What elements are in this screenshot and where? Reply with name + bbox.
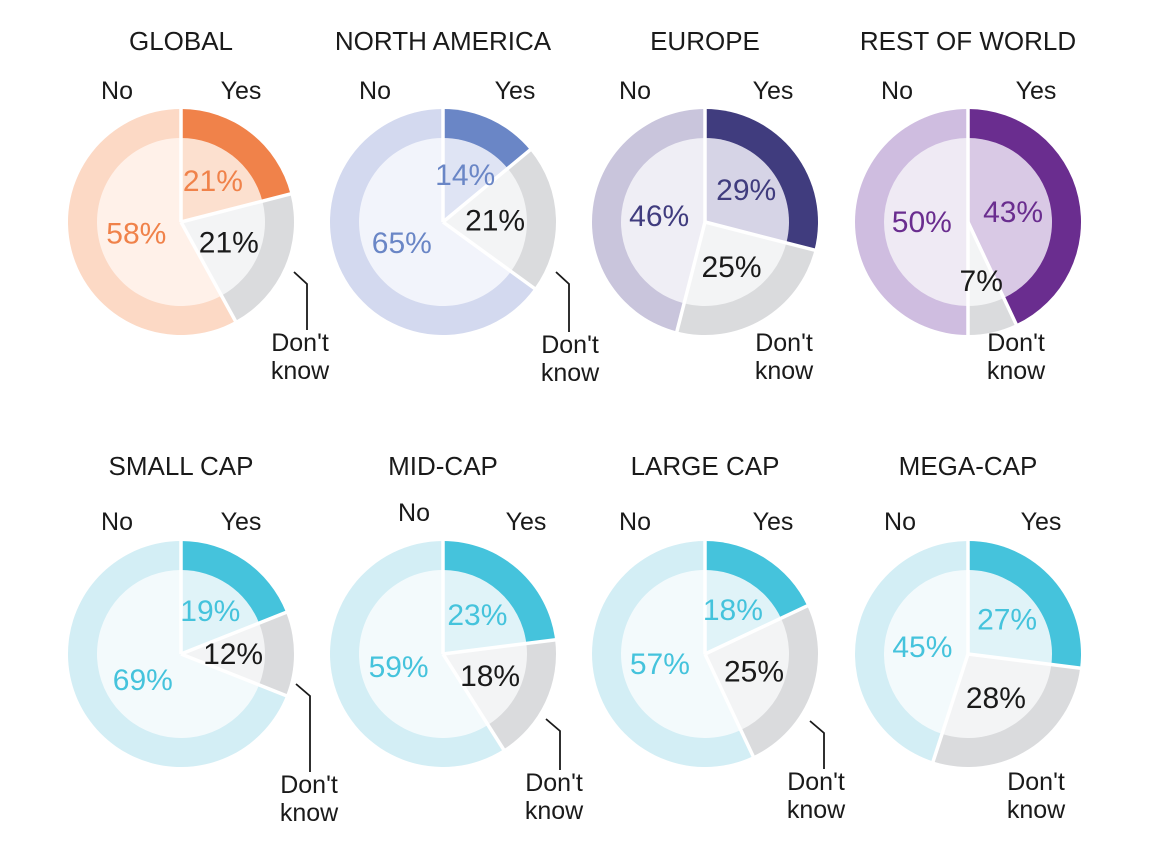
- yes-value-label: 23%: [447, 599, 507, 632]
- yes-value-label: 19%: [180, 595, 240, 628]
- dontknow-value-label: 25%: [701, 251, 761, 284]
- yes-value-label: 43%: [983, 196, 1043, 229]
- dontknow-label-line1: Don't: [987, 329, 1045, 357]
- yes-value-label: 18%: [703, 594, 763, 627]
- dontknow-label-line1: Don't: [271, 329, 329, 357]
- no-side-label: No: [101, 77, 133, 105]
- no-side-label: No: [101, 508, 133, 536]
- dontknow-leader-line: [556, 272, 569, 332]
- dontknow-label-line2: know: [787, 796, 846, 824]
- dontknow-value-label: 25%: [724, 656, 784, 689]
- yes-value-label: 27%: [977, 604, 1037, 637]
- dontknow-label-line2: know: [525, 797, 584, 825]
- yes-side-label: Yes: [506, 508, 547, 536]
- dontknow-value-label: 12%: [203, 638, 263, 671]
- chart-title: EUROPE: [650, 26, 760, 56]
- dontknow-label-line2: know: [1007, 796, 1066, 824]
- dontknow-label-line2: know: [541, 359, 600, 387]
- dontknow-label-line2: know: [755, 357, 814, 385]
- dontknow-value-label: 7%: [960, 265, 1003, 298]
- yes-value-label: 14%: [435, 159, 495, 192]
- no-side-label: No: [881, 77, 913, 105]
- yes-side-label: Yes: [753, 77, 794, 105]
- dontknow-leader-line: [294, 272, 307, 330]
- chart-title: MID-CAP: [388, 451, 498, 481]
- yes-side-label: Yes: [221, 508, 262, 536]
- chart-title: SMALL CAP: [109, 451, 254, 481]
- no-side-label: No: [884, 508, 916, 536]
- no-value-label: 45%: [892, 631, 952, 664]
- dontknow-value-label: 21%: [465, 204, 525, 237]
- dontknow-label-line1: Don't: [1007, 768, 1065, 796]
- yes-side-label: Yes: [753, 508, 794, 536]
- yes-value-label: 29%: [716, 174, 776, 207]
- dontknow-value-label: 18%: [460, 660, 520, 693]
- dontknow-leader-line: [810, 721, 824, 769]
- survey-pie-chart-grid: GLOBALNo Yes21%21%58%Don'tknowNORTH AMERI…: [0, 0, 1158, 868]
- yes-side-label: Yes: [221, 77, 262, 105]
- dontknow-label-line1: Don't: [787, 768, 845, 796]
- yes-side-label: Yes: [495, 77, 536, 105]
- no-value-label: 46%: [629, 200, 689, 233]
- dontknow-label-line1: Don't: [541, 331, 599, 359]
- yes-side-label: Yes: [1021, 508, 1062, 536]
- dontknow-label-line2: know: [280, 799, 339, 827]
- chart-title: MEGA-CAP: [899, 451, 1038, 481]
- no-side-label: No: [619, 77, 651, 105]
- dontknow-leader-line: [296, 684, 310, 772]
- dontknow-value-label: 21%: [199, 227, 259, 260]
- no-side-label: No: [619, 508, 651, 536]
- dontknow-value-label: 28%: [966, 682, 1026, 715]
- dontknow-label-line1: Don't: [525, 769, 583, 797]
- no-value-label: 65%: [372, 227, 432, 260]
- no-side-label: No: [359, 77, 391, 105]
- yes-value-label: 21%: [183, 165, 243, 198]
- dontknow-leader-line: [546, 719, 560, 770]
- chart-title: GLOBAL: [129, 26, 233, 56]
- dontknow-label-line2: know: [271, 357, 330, 385]
- yes-side-label: Yes: [1016, 77, 1057, 105]
- no-side-label: No: [398, 499, 430, 527]
- chart-title: NORTH AMERICA: [335, 26, 552, 56]
- chart-title: LARGE CAP: [631, 451, 780, 481]
- no-value-label: 69%: [113, 664, 173, 697]
- chart-title: REST OF WORLD: [860, 26, 1076, 56]
- dontknow-label-line1: Don't: [280, 771, 338, 799]
- dontknow-label-line1: Don't: [755, 329, 813, 357]
- no-value-label: 59%: [369, 651, 429, 684]
- dontknow-label-line2: know: [987, 357, 1046, 385]
- no-value-label: 50%: [892, 206, 952, 239]
- no-value-label: 57%: [630, 648, 690, 681]
- no-value-label: 58%: [106, 218, 166, 251]
